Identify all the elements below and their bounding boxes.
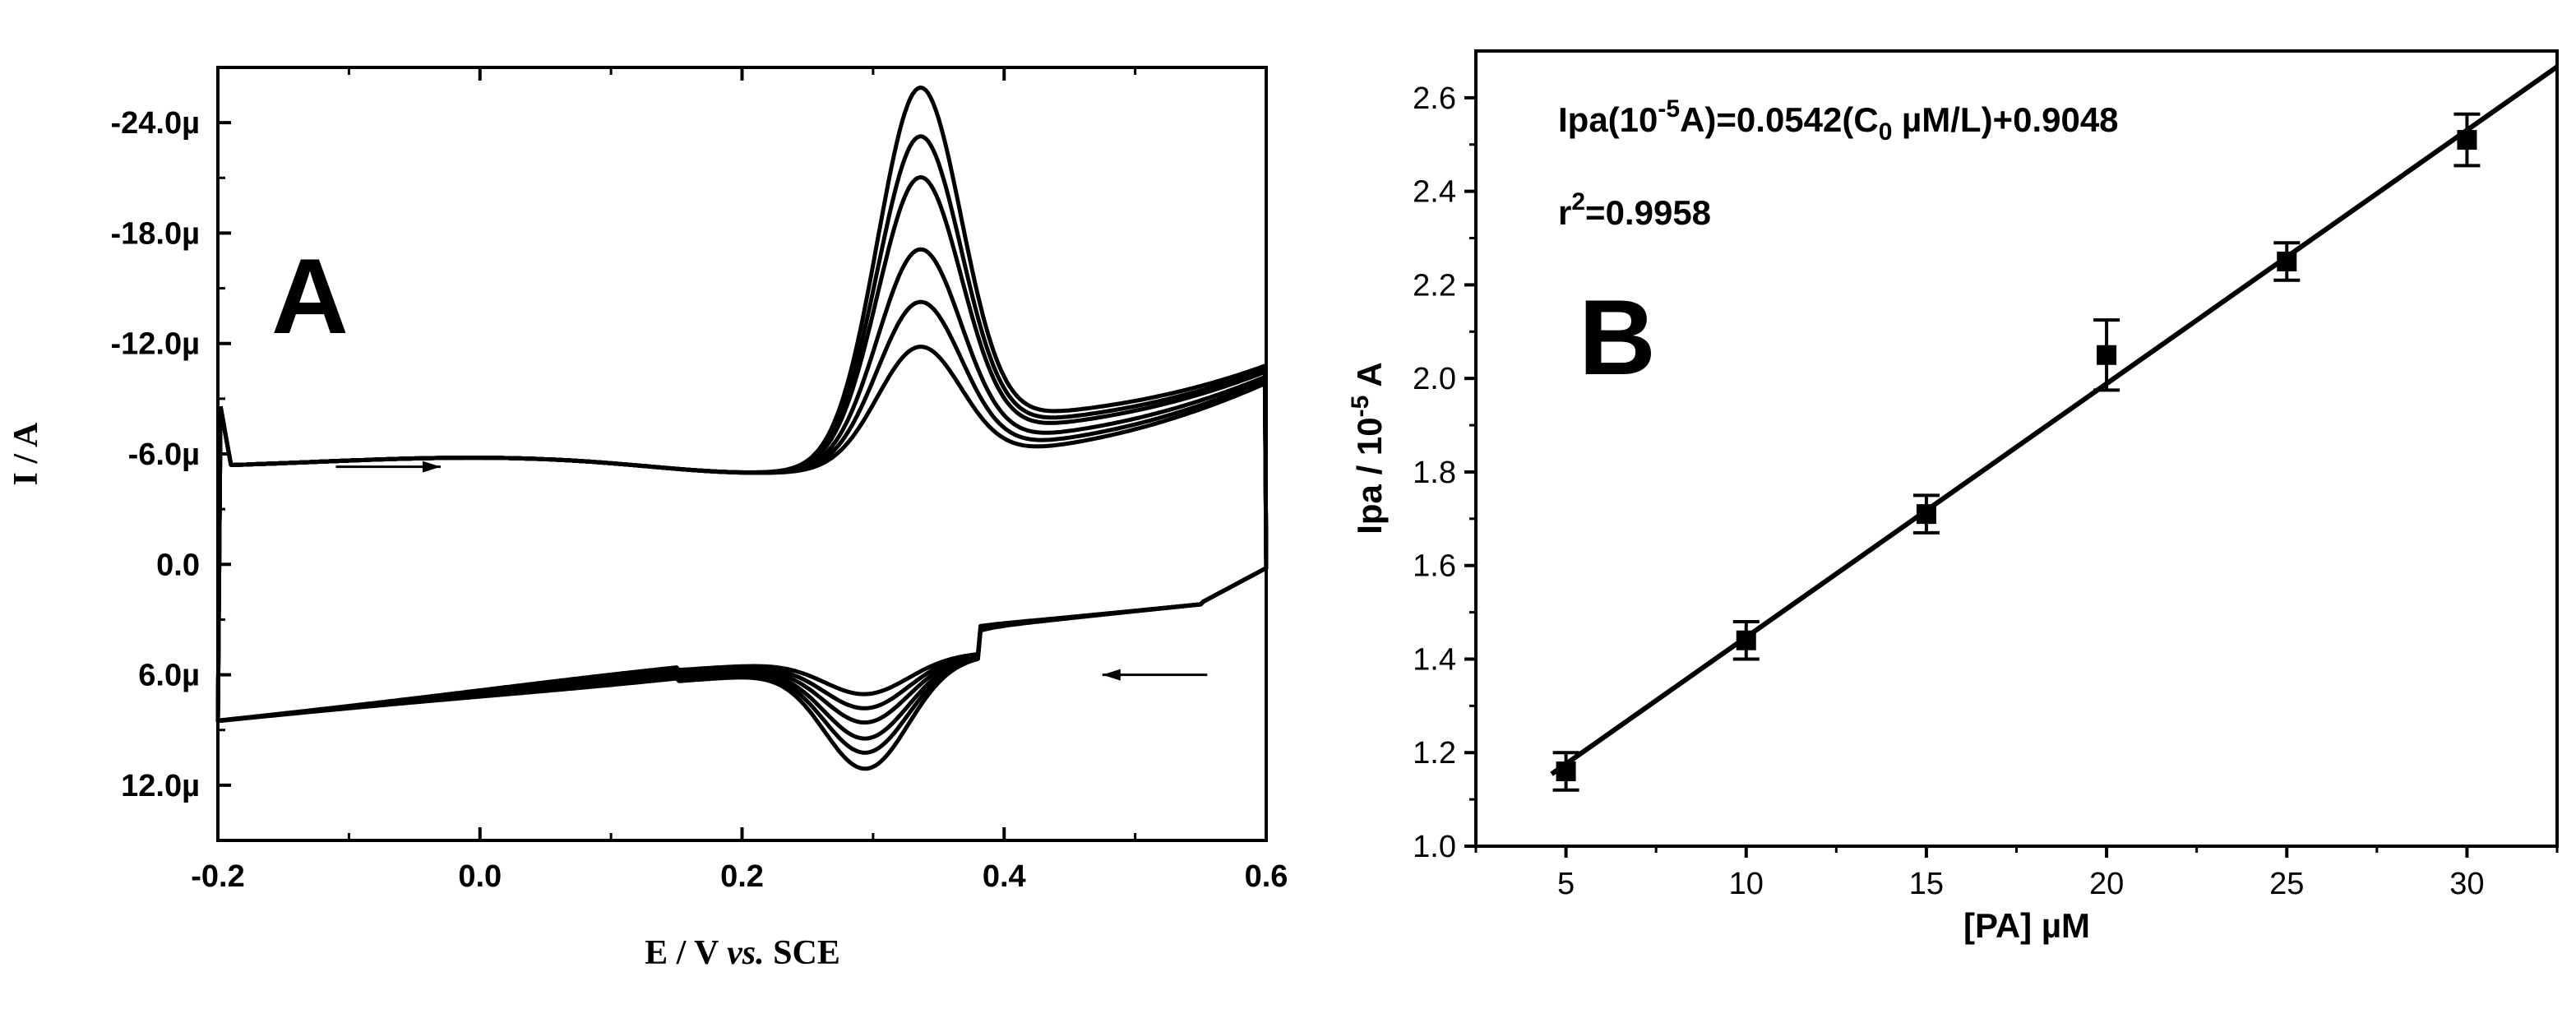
data-point xyxy=(1552,751,1579,792)
square-marker xyxy=(1916,504,1936,525)
data-point xyxy=(2273,241,2301,282)
y-tick-label: 1.2 xyxy=(1413,736,1456,771)
data-point xyxy=(2453,112,2481,168)
x-tick-label: 20 xyxy=(2089,867,2124,901)
fit-line xyxy=(1550,64,2559,776)
y-tick-label: 2.2 xyxy=(1413,268,1456,303)
square-marker xyxy=(1736,630,1756,650)
panel-a-y-ticks: -24.0µ -18.0µ -12.0µ -6.0µ 0.0 6.0µ 12.0µ xyxy=(110,66,231,842)
fit-line-group xyxy=(1550,64,2559,776)
square-marker xyxy=(2457,130,2477,150)
panel-a-plot-frame xyxy=(216,66,1268,842)
x-tick-label: 10 xyxy=(1729,867,1764,901)
y-tick-label: -24.0µ xyxy=(110,106,200,141)
y-tick-label: 2.6 xyxy=(1413,81,1456,116)
x-tick-label: 15 xyxy=(1909,867,1944,901)
panel-b-letter: B xyxy=(1579,277,1656,397)
data-point xyxy=(1732,619,1760,661)
y-tick-label: 1.4 xyxy=(1413,642,1456,677)
y-tick-label: 6.0µ xyxy=(138,659,200,693)
panel-a-x-ticks: -0.2 0.0 0.2 0.4 0.6 xyxy=(191,67,1288,894)
x-tick-label: 0.0 xyxy=(458,859,502,894)
panel-b-x-ticks: 5 10 15 20 25 30 xyxy=(1474,846,2559,901)
cv-scan-1 xyxy=(215,345,1269,723)
panel-b-y-ticks: 1.0 1.2 1.4 1.6 1.8 2.0 2.2 2.4 2.6 xyxy=(1413,81,1476,864)
x-tick-label: 30 xyxy=(2449,867,2484,901)
x-tick-label: -0.2 xyxy=(191,859,244,894)
data-points xyxy=(1552,112,2481,792)
y-tick-label: -6.0µ xyxy=(128,437,200,472)
x-tick-label: 0.6 xyxy=(1245,859,1288,894)
cv-scan-3 xyxy=(215,247,1269,725)
y-tick-label: 1.6 xyxy=(1413,549,1456,584)
y-tick-label: 0.0 xyxy=(156,548,200,582)
x-tick-label: 0.2 xyxy=(720,859,764,894)
panel-b-x-axis-title: [PA] µM xyxy=(1963,906,2090,945)
panel-a-y-axis-title: I / A xyxy=(7,422,45,486)
panel-b-y-axis-title: Ipa / 10-5 A xyxy=(1347,362,1389,535)
scan-direction-arrows xyxy=(335,461,1208,681)
square-marker xyxy=(2277,251,2297,271)
panel-b-calibration-plot: 5 10 15 20 25 30 1.01.21.41.61.82.02.22.42.6 … xyxy=(1347,49,2559,945)
regression-equation: Ipa(10-5A)=0.0542(C0 µM/L)+0.9048 xyxy=(1558,95,2119,146)
x-tick-label: 25 xyxy=(2269,867,2304,901)
square-marker xyxy=(2097,345,2117,365)
y-tick-label: 12.0µ xyxy=(121,769,200,803)
y-tick-label: 1.8 xyxy=(1413,456,1456,490)
cv-scan-5 xyxy=(215,134,1269,755)
data-point xyxy=(1912,493,1940,535)
y-tick-label: 2.0 xyxy=(1413,362,1456,396)
cv-scan-2 xyxy=(215,299,1269,723)
x-tick-label: 5 xyxy=(1557,867,1575,901)
cv-curves xyxy=(215,86,1269,771)
panel-a-letter: A xyxy=(271,236,349,356)
r-squared: r2=0.9958 xyxy=(1558,188,1711,232)
y-tick-label: 1.0 xyxy=(1413,830,1456,864)
scan-arrow-right xyxy=(335,461,441,473)
square-marker xyxy=(1556,761,1576,781)
x-tick-label: 0.4 xyxy=(983,859,1026,894)
scan-arrow-left xyxy=(1102,669,1208,681)
y-tick-label: 2.4 xyxy=(1413,175,1456,210)
data-point xyxy=(2093,318,2120,392)
panel-a-x-axis-title: E / V vs. SCE xyxy=(645,934,840,972)
panel-a-cyclic-voltammogram: -0.2 0.0 0.2 0.4 0.6 -24.0µ -18.0µ -12.0µ -6.0µ… xyxy=(7,66,1288,972)
y-tick-label: -12.0µ xyxy=(110,327,200,362)
y-tick-label: -18.0µ xyxy=(110,216,200,251)
